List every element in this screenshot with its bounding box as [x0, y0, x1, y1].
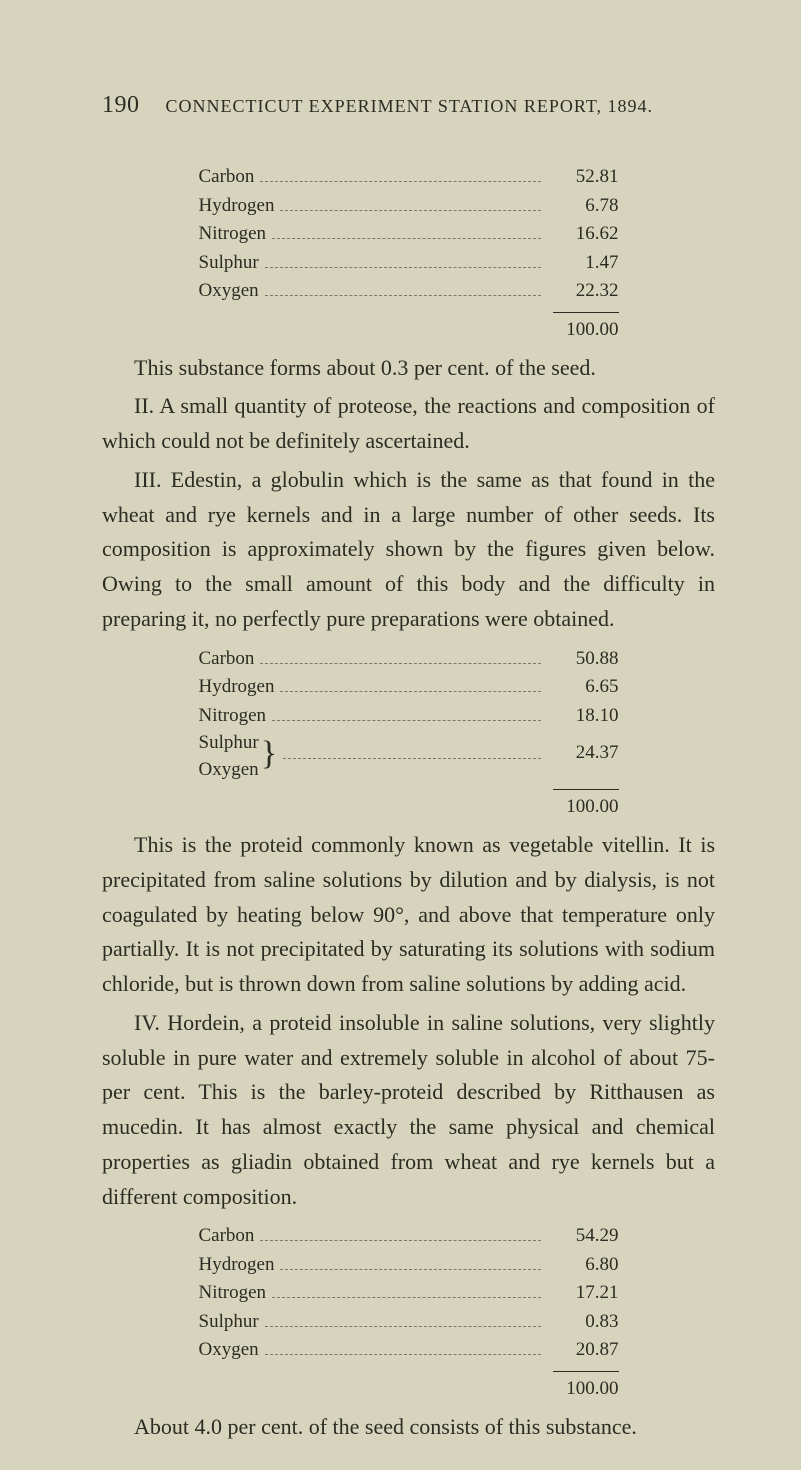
table-row: Oxygen 22.32 — [199, 277, 619, 306]
table-row: Sulphur 1.47 — [199, 249, 619, 278]
table-total: 100.00 — [199, 1378, 619, 1400]
composition-table-2: Carbon 50.88 Hydrogen 6.65 Nitrogen 18.1… — [199, 645, 619, 819]
row-value: 6.65 — [547, 673, 619, 702]
paragraph: III. Edestin, a globulin which is the sa… — [102, 463, 715, 637]
leader — [260, 166, 540, 182]
table-row: Carbon 52.81 — [199, 163, 619, 192]
leader — [260, 1225, 540, 1241]
row-label: Oxygen — [199, 757, 259, 784]
total-rule — [553, 1371, 619, 1372]
total-rule — [553, 789, 619, 790]
row-label: Oxygen — [199, 277, 259, 306]
row-label: Sulphur — [199, 249, 259, 278]
leader — [272, 1282, 540, 1298]
leader — [272, 704, 540, 720]
leader — [280, 194, 540, 210]
row-label: Oxygen — [199, 1336, 259, 1365]
table-row: Nitrogen 16.62 — [199, 220, 619, 249]
composition-table-3: Carbon 54.29 Hydrogen 6.80 Nitrogen 17.2… — [199, 1222, 619, 1400]
row-label: Carbon — [199, 163, 255, 192]
total-value: 100.00 — [547, 319, 619, 341]
leader — [260, 647, 540, 663]
table-row: Nitrogen 17.21 — [199, 1279, 619, 1308]
table-row: Hydrogen 6.80 — [199, 1251, 619, 1280]
table-row: Hydrogen 6.65 — [199, 673, 619, 702]
leader — [265, 251, 541, 267]
row-value: 6.80 — [547, 1251, 619, 1280]
table-row: Nitrogen 18.10 — [199, 702, 619, 731]
row-label: Sulphur — [199, 1308, 259, 1337]
leader — [265, 1339, 541, 1355]
leader — [283, 743, 540, 759]
total-value: 100.00 — [547, 796, 619, 818]
row-label: Hydrogen — [199, 1251, 275, 1280]
row-value: 6.78 — [547, 192, 619, 221]
page: 190 CONNECTICUT EXPERIMENT STATION REPOR… — [0, 0, 801, 1470]
table-row: Oxygen 20.87 — [199, 1336, 619, 1365]
row-value: 24.37 — [547, 740, 619, 773]
brace-icon: } — [261, 739, 277, 769]
row-value: 0.83 — [547, 1308, 619, 1337]
row-label: Carbon — [199, 645, 255, 674]
table-row: Hydrogen 6.78 — [199, 192, 619, 221]
row-value: 17.21 — [547, 1279, 619, 1308]
leader — [272, 223, 540, 239]
paragraph: IV. Hordein, a proteid insoluble in sali… — [102, 1006, 715, 1215]
leader — [280, 676, 540, 692]
paragraph: This substance forms about 0.3 per cent.… — [102, 351, 715, 386]
row-label: Hydrogen — [199, 192, 275, 221]
row-value: 20.87 — [547, 1336, 619, 1365]
row-label: Hydrogen — [199, 673, 275, 702]
row-label: Sulphur — [199, 730, 259, 757]
table-row: Sulphur 0.83 — [199, 1308, 619, 1337]
leader — [265, 1311, 541, 1327]
table-row-brace: Sulphur Oxygen } 24.37 — [199, 730, 619, 783]
table-total: 100.00 — [199, 319, 619, 341]
paragraph: II. A small quantity of proteose, the re… — [102, 389, 715, 459]
row-value: 50.88 — [547, 645, 619, 674]
paragraph: About 4.0 per cent. of the seed consists… — [102, 1410, 715, 1445]
running-head: 190 CONNECTICUT EXPERIMENT STATION REPOR… — [102, 92, 715, 119]
row-value: 16.62 — [547, 220, 619, 249]
composition-table-1: Carbon 52.81 Hydrogen 6.78 Nitrogen 16.6… — [199, 163, 619, 341]
row-value: 18.10 — [547, 702, 619, 731]
row-value: 1.47 — [547, 249, 619, 278]
row-label: Nitrogen — [199, 220, 267, 249]
row-label: Nitrogen — [199, 702, 267, 731]
row-value: 22.32 — [547, 277, 619, 306]
running-title: CONNECTICUT EXPERIMENT STATION REPORT, 1… — [166, 96, 654, 117]
leader — [265, 280, 541, 296]
table-row: Carbon 50.88 — [199, 645, 619, 674]
table-total: 100.00 — [199, 796, 619, 818]
paragraph: This is the proteid commonly known as ve… — [102, 828, 715, 1002]
row-label: Carbon — [199, 1222, 255, 1251]
table-row: Carbon 54.29 — [199, 1222, 619, 1251]
total-rule — [553, 312, 619, 313]
row-value: 52.81 — [547, 163, 619, 192]
row-value: 54.29 — [547, 1222, 619, 1251]
leader — [280, 1254, 540, 1270]
total-value: 100.00 — [547, 1378, 619, 1400]
row-label: Nitrogen — [199, 1279, 267, 1308]
page-number: 190 — [102, 92, 140, 119]
